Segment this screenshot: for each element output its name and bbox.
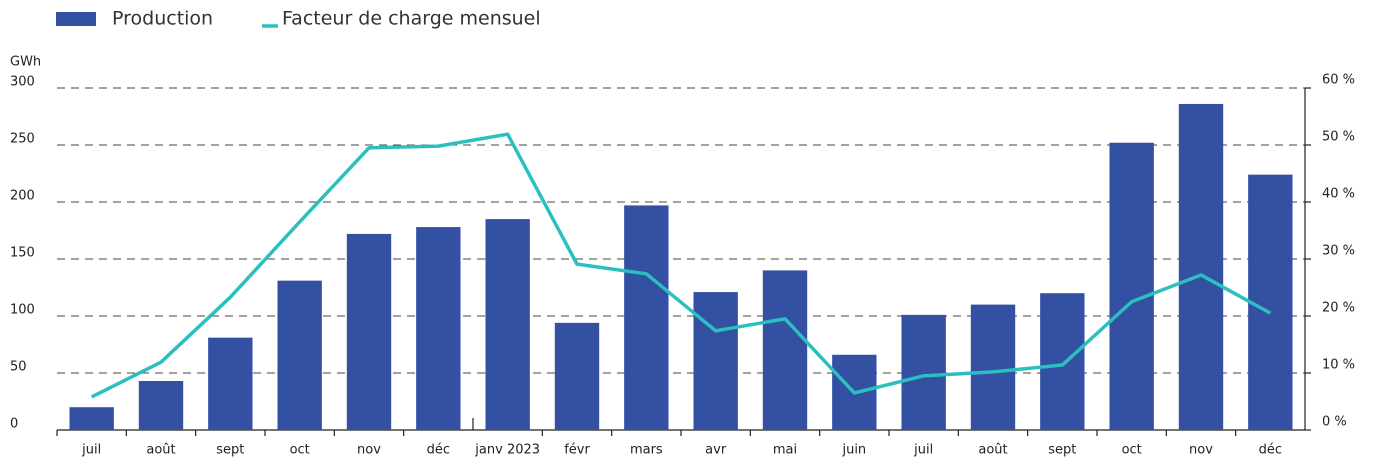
x-tick-label: août — [146, 443, 175, 458]
bar — [277, 280, 322, 430]
x-tick-label: sept — [216, 443, 244, 458]
bar — [138, 380, 184, 430]
x-tick-label: nov — [1189, 443, 1213, 458]
bar — [901, 314, 946, 430]
x-tick-label: oct — [1122, 443, 1142, 458]
x-tick-label: nov — [357, 443, 381, 458]
y-tick-label: 50 — [10, 360, 27, 375]
x-tick-label: déc — [427, 443, 450, 458]
y-axis-label: GWh — [10, 55, 41, 70]
bar — [1040, 293, 1085, 430]
bar — [1178, 103, 1224, 431]
y2-tick-label: 60 % — [1322, 73, 1355, 88]
x-tick-label: sept — [1048, 443, 1076, 458]
y2-tick-label: 50 % — [1322, 130, 1355, 145]
y2-tick-label: 0 % — [1322, 415, 1347, 430]
bar — [624, 205, 669, 430]
x-tick-label: juin — [841, 443, 866, 458]
x-tick-label: août — [978, 443, 1007, 458]
y-tick-label: 250 — [10, 132, 35, 147]
bar — [1248, 174, 1293, 430]
x-tick-label: juil — [81, 443, 101, 458]
bar — [208, 337, 253, 430]
bar — [485, 219, 530, 430]
x-tick-label: mai — [773, 443, 797, 458]
y-tick-label: 150 — [10, 246, 35, 261]
legend-swatch — [56, 12, 96, 26]
legend-label: Facteur de charge mensuel — [282, 8, 541, 30]
x-tick-label: mars — [630, 443, 663, 458]
y-tick-label: 0 — [10, 417, 18, 432]
x-tick-label: févr — [564, 443, 590, 458]
bar — [416, 227, 461, 430]
line — [90, 132, 1272, 399]
y2-tick-label: 40 % — [1322, 187, 1355, 202]
bar — [970, 304, 1016, 430]
y2-tick-label: 20 % — [1322, 301, 1355, 316]
x-tick-label: juil — [913, 443, 933, 458]
bar — [69, 407, 114, 430]
y-tick-label: 300 — [10, 75, 35, 90]
bar — [762, 270, 808, 430]
bar — [554, 322, 600, 430]
bar — [346, 233, 392, 430]
x-tick-label: oct — [290, 443, 310, 458]
y-tick-label: 200 — [10, 189, 35, 204]
x-tick-label: janv 2023 — [474, 443, 540, 458]
bar — [693, 292, 738, 430]
legend-label: Production — [112, 8, 213, 30]
y2-tick-label: 10 % — [1322, 358, 1355, 373]
bar — [1109, 142, 1154, 430]
x-tick-label: déc — [1259, 443, 1282, 458]
y2-tick-label: 30 % — [1322, 244, 1355, 259]
x-tick-label: avr — [705, 443, 727, 458]
y-tick-label: 100 — [10, 303, 35, 318]
